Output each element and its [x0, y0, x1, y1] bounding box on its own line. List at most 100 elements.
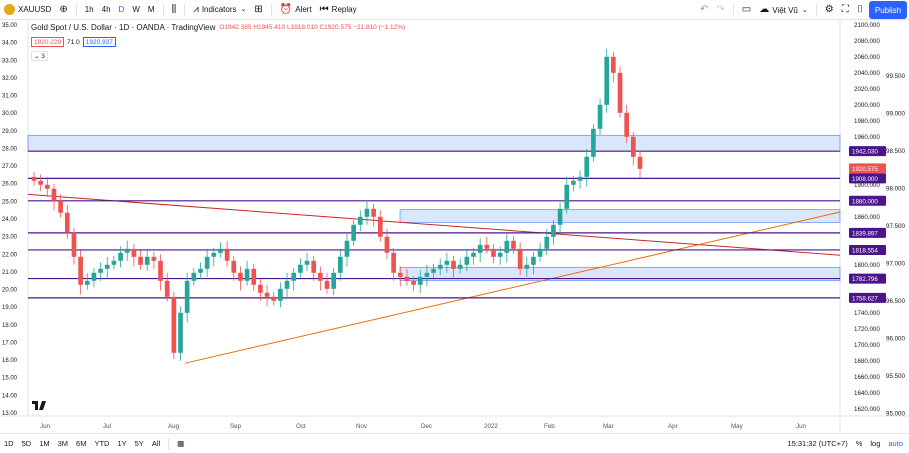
chart-legend: Gold Spot / U.S. Dollar · 1D · OANDA · T… — [31, 23, 405, 32]
range-all[interactable]: All — [151, 439, 161, 448]
candle-body — [231, 260, 237, 273]
legend-title[interactable]: Gold Spot / U.S. Dollar · 1D · OANDA · T… — [31, 23, 216, 32]
candle-body — [51, 188, 57, 201]
candle-body — [477, 244, 483, 253]
candle-body — [218, 248, 223, 253]
candle — [198, 262, 203, 280]
clock-time[interactable]: 15:31:32 (UTC+7) — [787, 439, 848, 448]
candle-body — [271, 296, 277, 301]
alert-button[interactable]: ⏰ Alert — [276, 0, 316, 20]
indicators-button[interactable]: ⩘ Indicators ⌄ — [189, 0, 250, 20]
indicators-toggle[interactable]: ⌄ 3 — [31, 51, 48, 61]
undo-button[interactable]: ↶ — [696, 0, 712, 20]
candle-body — [364, 208, 370, 217]
candle-body — [178, 312, 183, 353]
interval-1h[interactable]: 1h — [84, 5, 94, 14]
settings-button[interactable]: ⚙ — [821, 0, 838, 20]
candle-body — [318, 272, 323, 281]
secondary-axis-tick: 98.500 — [886, 148, 905, 155]
range-6m[interactable]: 6M — [76, 439, 87, 448]
candle — [384, 228, 390, 260]
candle — [617, 66, 623, 118]
interval-d[interactable]: D — [118, 5, 125, 14]
percent-toggle[interactable]: % — [855, 439, 863, 448]
candle — [431, 264, 436, 278]
snapshot-button[interactable]: ⌷ — [853, 0, 867, 20]
range-1m[interactable]: 1M — [39, 439, 50, 448]
divider — [270, 3, 272, 16]
calendar-icon: ▦ — [177, 439, 185, 448]
bid-price[interactable]: 1920.229 — [31, 37, 65, 47]
indicators-count: 3 — [41, 53, 45, 60]
publish-button[interactable]: Publish — [869, 1, 907, 19]
candle-body — [284, 280, 290, 289]
left-axis-tick: 19.00 — [2, 305, 18, 311]
candle-body — [404, 276, 410, 281]
chevron-down-icon: ⌄ — [240, 6, 247, 13]
candle — [51, 184, 57, 211]
candle — [364, 200, 370, 225]
price-axis-tick: 2100.000 — [854, 22, 880, 29]
range-1d[interactable]: 1D — [4, 439, 14, 448]
candle — [291, 268, 297, 291]
range-5y[interactable]: 5Y — [134, 439, 144, 448]
replay-button[interactable]: ⏮ Replay — [316, 0, 361, 20]
price-axis-tick: 1900.000 — [854, 182, 880, 189]
candle-body — [357, 216, 363, 225]
candle-body — [171, 296, 177, 353]
price-label-text: 1758.627 — [852, 295, 878, 302]
time-axis-tick: May — [731, 423, 744, 430]
fullscreen-button[interactable]: ⛶ — [838, 0, 853, 20]
candle-body — [584, 156, 590, 177]
candle-body — [377, 216, 383, 237]
price-axis-tick: 1680.000 — [854, 358, 880, 365]
candle-body — [604, 56, 610, 105]
goto-date-button[interactable]: ▦ — [173, 439, 188, 448]
interval-4h[interactable]: 4h — [101, 5, 111, 14]
candle — [58, 194, 63, 218]
range-3m[interactable]: 3M — [57, 439, 69, 448]
left-axis-tick: 24.00 — [2, 217, 18, 223]
gold-logo-icon — [4, 4, 15, 15]
chart-pane[interactable]: 35.00 34.00 33.00 32.00 31.00 30.00 29.00 28.00… — [0, 20, 909, 453]
divider — [815, 4, 817, 16]
candle-body — [571, 180, 576, 185]
auto-toggle[interactable]: auto — [888, 439, 903, 448]
chart-type-button[interactable]: ⫼ — [168, 0, 181, 20]
secondary-axis-tick: 96.000 — [886, 336, 905, 343]
candle-body — [511, 240, 516, 249]
layout-button[interactable]: ▭ — [738, 0, 755, 20]
price-label-box — [849, 163, 886, 174]
range-5d[interactable]: 5D — [21, 439, 32, 448]
candle-body — [304, 260, 310, 265]
divider — [732, 4, 734, 16]
candle — [557, 202, 563, 235]
settings-icon: ⚙ — [824, 4, 834, 15]
price-label-box — [849, 146, 886, 157]
candle-body — [504, 240, 510, 253]
candle-body — [371, 208, 376, 217]
candle — [71, 228, 77, 265]
range-ytd[interactable]: YTD — [94, 439, 110, 448]
candle-body — [311, 260, 317, 273]
add-symbol-button[interactable]: ⊕ — [55, 0, 71, 20]
candle-body — [577, 176, 583, 181]
left-axis-tick: 22.00 — [2, 252, 18, 258]
ask-price[interactable]: 1920.937 — [82, 37, 116, 47]
time-axis-tick: Jun — [40, 423, 51, 430]
candle — [544, 228, 550, 256]
price-chart[interactable]: 35.00 34.00 33.00 32.00 31.00 30.00 29.00 28.00… — [0, 20, 909, 453]
templates-button[interactable]: ⊞ — [250, 0, 266, 20]
candle-body — [384, 236, 390, 253]
log-toggle[interactable]: log — [870, 439, 881, 448]
layout-name-button[interactable]: ☁ Việt Vũ ⌄ — [755, 0, 812, 20]
interval-m[interactable]: M — [147, 5, 155, 14]
symbol-search-button[interactable]: XAUUSD — [0, 0, 55, 20]
interval-w[interactable]: W — [132, 5, 140, 14]
range-1y[interactable]: 1Y — [117, 439, 127, 448]
bottom-toolbar: 1D 5D 1M 3M 6M YTD 1Y 5Y All ▦ 15:31:32 … — [0, 433, 909, 453]
candle — [424, 264, 430, 287]
redo-button[interactable]: ↷ — [712, 0, 728, 20]
candle-body — [491, 248, 496, 257]
time-axis-tick: Jun — [796, 423, 807, 430]
